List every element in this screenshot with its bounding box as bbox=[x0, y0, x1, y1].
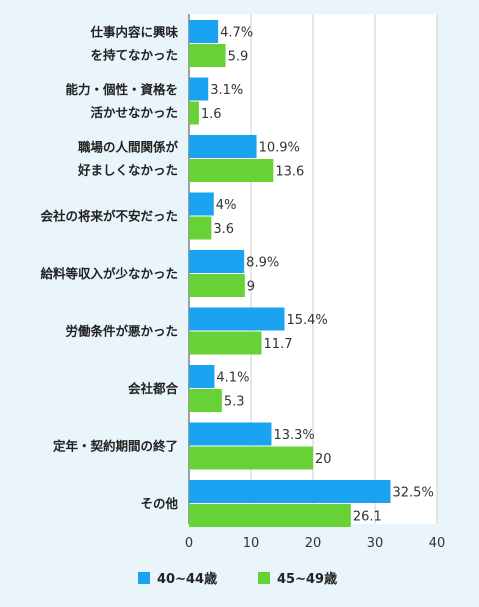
bar-40-44 bbox=[189, 192, 214, 216]
category-label: 好ましくなかった bbox=[77, 163, 178, 178]
category-label: 会社の将来が不安だった bbox=[40, 209, 178, 224]
category-label: その他 bbox=[140, 496, 178, 511]
bar-40-44 bbox=[189, 135, 257, 158]
category-label: 給料等収入が少なかった bbox=[40, 266, 178, 281]
category-label: 労働条件が悪かった bbox=[65, 324, 178, 339]
bar-40-44 bbox=[189, 480, 391, 503]
data-label: 15.4% bbox=[286, 313, 327, 328]
category-label: を持てなかった bbox=[90, 48, 178, 63]
data-label: 5.9 bbox=[228, 50, 249, 65]
legend-label: 45~49歳 bbox=[277, 571, 337, 587]
data-label: 9 bbox=[247, 280, 255, 295]
data-label: 32.5% bbox=[393, 486, 434, 501]
x-tick-label: 10 bbox=[243, 536, 260, 551]
data-label: 3.1% bbox=[210, 83, 243, 98]
data-label: 11.7 bbox=[264, 337, 293, 352]
legend-swatch bbox=[138, 572, 150, 584]
bar-40-44 bbox=[189, 77, 209, 101]
category-label: 定年・契約期間の終了 bbox=[52, 439, 178, 454]
category-label: 仕事内容に興味 bbox=[89, 25, 178, 40]
data-label: 10.9% bbox=[259, 141, 300, 156]
data-label: 20 bbox=[315, 452, 332, 467]
bar-45-49 bbox=[189, 389, 222, 412]
data-label: 4.7% bbox=[220, 26, 253, 41]
bar-40-44 bbox=[189, 250, 245, 273]
bar-40-44 bbox=[189, 307, 285, 331]
bar-45-49 bbox=[189, 159, 274, 182]
data-label: 3.6 bbox=[213, 222, 234, 237]
bar-45-49 bbox=[189, 216, 212, 240]
category-label: 会社都合 bbox=[128, 381, 179, 396]
bar-45-49 bbox=[189, 44, 226, 67]
data-label: 8.9% bbox=[246, 256, 279, 271]
data-label: 26.1 bbox=[353, 510, 382, 525]
data-label: 5.3 bbox=[224, 395, 245, 410]
category-label: 職場の人間関係が bbox=[78, 140, 179, 155]
category-label: 活かせなかった bbox=[90, 105, 178, 120]
bar-40-44 bbox=[189, 422, 272, 446]
data-label: 13.3% bbox=[273, 428, 314, 443]
x-tick-label: 20 bbox=[305, 536, 322, 551]
x-tick-label: 0 bbox=[185, 536, 193, 551]
legend-swatch bbox=[258, 572, 270, 584]
bar-45-49 bbox=[189, 446, 313, 470]
bar-40-44 bbox=[189, 365, 215, 388]
bar-45-49 bbox=[189, 274, 245, 297]
bar-45-49 bbox=[189, 331, 262, 355]
bar-45-49 bbox=[189, 101, 199, 125]
data-label: 4.1% bbox=[216, 371, 249, 386]
data-label: 13.6 bbox=[275, 165, 304, 180]
category-label: 能力・個性・資格を bbox=[65, 82, 178, 97]
data-label: 4% bbox=[216, 198, 237, 213]
x-tick-label: 30 bbox=[367, 536, 384, 551]
legend-label: 40~44歳 bbox=[157, 571, 217, 587]
bar-45-49 bbox=[189, 504, 351, 527]
bar-40-44 bbox=[189, 20, 219, 43]
x-tick-label: 40 bbox=[429, 536, 446, 551]
data-label: 1.6 bbox=[201, 107, 222, 122]
